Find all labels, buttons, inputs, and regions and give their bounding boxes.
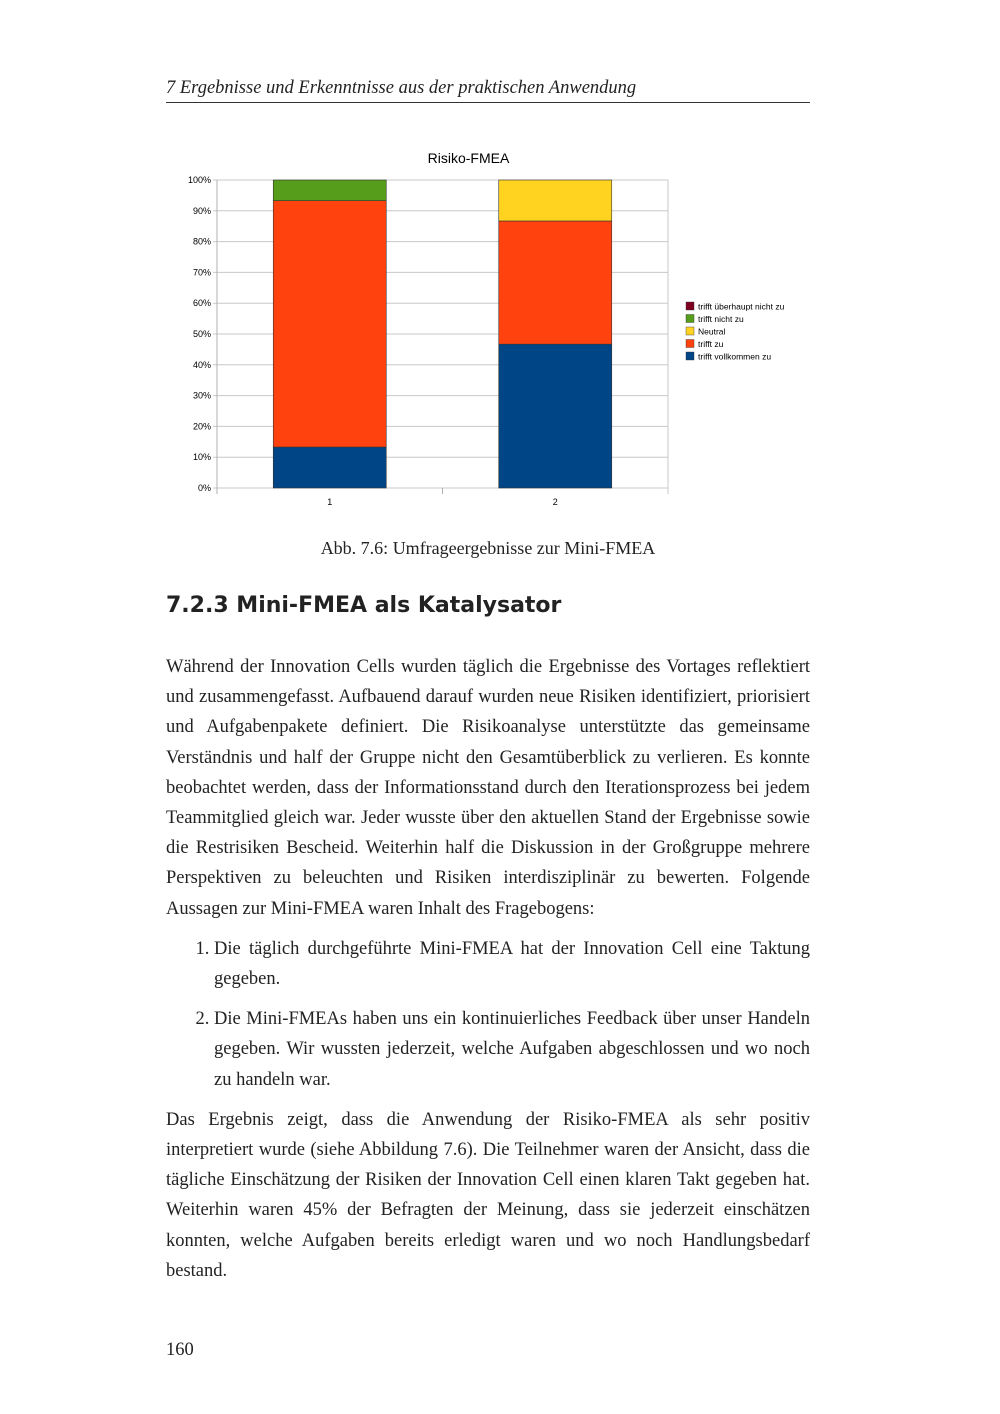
y-tick-label: 60% bbox=[193, 298, 211, 308]
legend-swatch bbox=[685, 314, 695, 323]
x-tick-label: 1 bbox=[327, 497, 332, 507]
running-header: 7 Ergebnisse und Erkenntnisse aus der pr… bbox=[166, 78, 810, 103]
numbered-list: Die täglich durchgeführte Mini-FMEA hat … bbox=[166, 934, 810, 1095]
caption-text: Abb. 7.6: Umfrageergebnisse zur Mini-FME… bbox=[320, 538, 656, 558]
y-tick-label: 40% bbox=[193, 360, 211, 370]
bar-segment-trifft-vollkommen-zu bbox=[498, 343, 613, 489]
y-tick-label: 30% bbox=[193, 391, 211, 401]
y-tick-label: 90% bbox=[193, 206, 211, 216]
section-heading: 7.2.3 Mini-FMEA als Katalysator bbox=[166, 593, 562, 618]
x-tick-label: 2 bbox=[553, 497, 558, 507]
y-tick-label: 70% bbox=[193, 267, 211, 277]
legend-label: trifft überhaupt nicht zu bbox=[698, 302, 785, 312]
list-item: Die täglich durchgeführte Mini-FMEA hat … bbox=[214, 934, 810, 994]
legend-label: trifft zu bbox=[698, 339, 724, 349]
risiko-fmea-chart: Risiko-FMEA 0% 10% 20% 30% 40% 50% 60% 70% 80% 90%… bbox=[188, 150, 785, 507]
y-tick-label: 50% bbox=[193, 329, 211, 339]
bar-segment-trifft-zu bbox=[498, 220, 613, 345]
figure-caption: Abb. 7.6: Umfrageergebnisse zur Mini-FME… bbox=[0, 538, 1000, 559]
legend-swatch bbox=[685, 326, 695, 336]
bar-segment-trifft-nicht-zu bbox=[272, 179, 387, 201]
paragraph: Während der Innovation Cells wurden tägl… bbox=[166, 657, 810, 919]
paragraph: Das Ergebnis zeigt, dass die Anwendung d… bbox=[166, 1109, 810, 1281]
y-tick-label: 80% bbox=[193, 237, 211, 247]
legend-swatch bbox=[685, 339, 695, 348]
legend-swatch bbox=[685, 351, 695, 361]
body-text: Während der Innovation Cells wurden tägl… bbox=[166, 652, 810, 1286]
bar-segment-trifft-vollkommen-zu bbox=[272, 446, 387, 489]
chart-title: Risiko-FMEA bbox=[428, 150, 510, 166]
list-item: Die Mini-FMEAs haben uns ein kontinuierl… bbox=[214, 1004, 810, 1095]
legend-label: trifft nicht zu bbox=[698, 314, 744, 324]
y-tick-label: 0% bbox=[198, 483, 211, 493]
bar-segment-trifft-zu bbox=[272, 200, 387, 448]
y-tick-label: 100% bbox=[188, 175, 211, 185]
y-tick-label: 20% bbox=[193, 421, 211, 431]
page-number: 160 bbox=[166, 1340, 194, 1360]
legend-label: trifft vollkommen zu bbox=[698, 352, 771, 362]
bar-segment-Neutral bbox=[498, 179, 613, 222]
legend-swatch bbox=[685, 301, 695, 311]
legend-label: Neutral bbox=[698, 327, 726, 337]
y-tick-label: 10% bbox=[193, 452, 211, 462]
